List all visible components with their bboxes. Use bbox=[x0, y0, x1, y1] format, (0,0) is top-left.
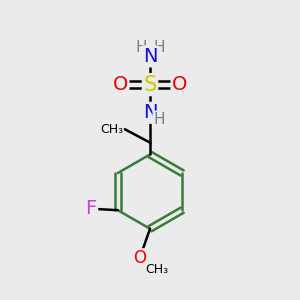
Text: H: H bbox=[154, 112, 165, 127]
Text: S: S bbox=[143, 75, 157, 94]
Text: F: F bbox=[85, 199, 97, 218]
Text: H: H bbox=[135, 40, 147, 55]
Text: H: H bbox=[153, 40, 165, 55]
Text: CH₃: CH₃ bbox=[146, 263, 169, 276]
Text: O: O bbox=[112, 75, 128, 94]
Text: N: N bbox=[143, 47, 157, 66]
Text: N: N bbox=[143, 103, 157, 122]
Text: CH₃: CH₃ bbox=[100, 123, 123, 136]
Text: O: O bbox=[172, 75, 188, 94]
Text: O: O bbox=[133, 250, 146, 268]
